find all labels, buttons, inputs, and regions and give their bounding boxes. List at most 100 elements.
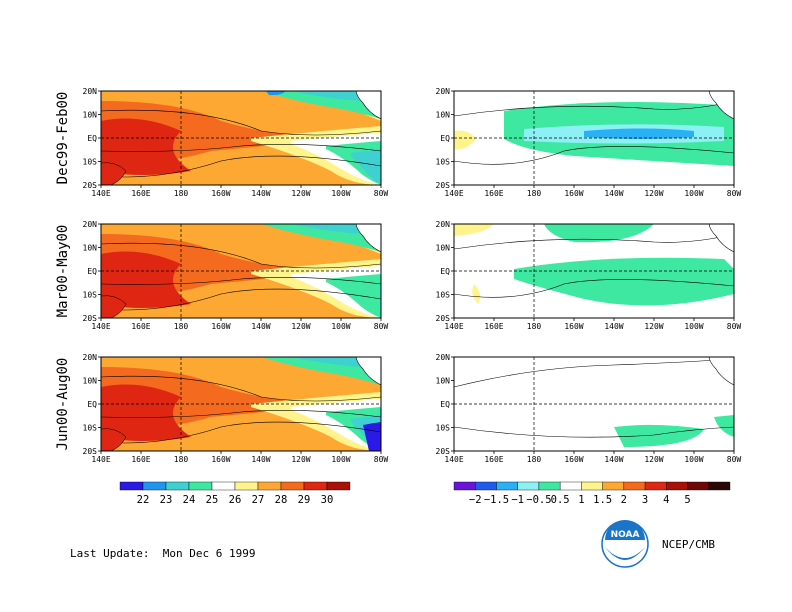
colorbar-swatch: [211, 481, 236, 491]
lat-tick-label: 10N: [83, 244, 98, 253]
season-label: Jun00-Aug00: [55, 358, 71, 451]
lon-tick-label: 120W: [291, 322, 310, 331]
colorbar-swatch: [165, 481, 190, 491]
lat-tick-label: 10S: [83, 158, 98, 167]
lat-tick-label: 20S: [83, 181, 98, 190]
lon-tick-label: 120W: [644, 455, 663, 464]
lon-tick-label: 100W: [331, 322, 350, 331]
lon-tick-label: 160W: [564, 455, 583, 464]
colorbar-swatch: [303, 481, 328, 491]
lat-tick-label: 20S: [436, 314, 451, 323]
lon-tick-label: 140E: [91, 322, 110, 331]
lon-tick-label: 100W: [684, 322, 703, 331]
colorbar-swatch: [517, 481, 540, 491]
lon-tick-label: 80W: [374, 189, 389, 198]
colorbar-swatch: [188, 481, 213, 491]
lat-tick-label: 10N: [436, 244, 451, 253]
lon-tick-label: 80W: [727, 322, 742, 331]
colorbar-swatch: [280, 481, 305, 491]
colorbar-swatch: [234, 481, 259, 491]
season-label: Dec99-Feb00: [55, 92, 71, 185]
lat-tick-label: 20N: [436, 220, 451, 229]
lat-tick-label: 20N: [436, 87, 451, 96]
lat-tick-label: 20N: [83, 353, 98, 362]
lat-tick-label: 10S: [436, 291, 451, 300]
colorbar-label: 5: [684, 494, 690, 506]
lat-tick-label: EQ: [440, 134, 450, 143]
lon-tick-label: 180: [174, 322, 189, 331]
last-update-date: Mon Dec 6 1999: [162, 547, 256, 560]
lon-tick-label: 140E: [444, 455, 463, 464]
colorbar-label: 3: [642, 494, 648, 506]
lat-tick-label: EQ: [87, 267, 97, 276]
lat-tick-label: 20S: [436, 181, 451, 190]
lon-tick-label: 180: [527, 189, 542, 198]
lat-tick-label: 10N: [83, 377, 98, 386]
lat-tick-label: 20S: [83, 447, 98, 456]
lon-tick-label: 160W: [564, 322, 583, 331]
lon-tick-label: 120W: [291, 455, 310, 464]
colorbar-label: −0.5: [526, 494, 551, 506]
lat-tick-label: 20N: [83, 87, 98, 96]
svg-text:NOAA: NOAA: [611, 530, 640, 540]
lat-tick-label: EQ: [87, 134, 97, 143]
colorbar-swatch: [687, 481, 709, 491]
sst-colorbar: 22 23 24 25 26 27 28 29 30: [119, 481, 351, 506]
lon-tick-label: 140E: [91, 189, 110, 198]
colorbar-label: 0.5: [551, 494, 570, 506]
agency-label: NCEP/CMB: [662, 538, 715, 551]
colorbar-swatch: [666, 481, 688, 491]
colorbar-label: 22: [137, 494, 150, 506]
lon-tick-label: 120W: [644, 189, 663, 198]
lon-tick-label: 160E: [131, 322, 150, 331]
lon-tick-label: 160W: [211, 189, 230, 198]
lon-tick-label: 100W: [331, 455, 350, 464]
lon-tick-label: 180: [174, 189, 189, 198]
lat-tick-label: 10S: [83, 291, 98, 300]
lon-tick-label: 140W: [604, 189, 623, 198]
last-update-label: Last Update:: [70, 547, 150, 560]
colorbar-swatch: [559, 481, 582, 491]
anomaly-colorbar: −2 −1.5 −1 −0.5 0.5 1 1.5 2 3 4 5: [453, 481, 731, 506]
lat-tick-label: 20S: [83, 314, 98, 323]
colorbar-label: 1.5: [593, 494, 612, 506]
colorbar-swatch: [496, 481, 518, 491]
colorbar-label: −1.5: [484, 494, 509, 506]
colorbar-label: 30: [321, 494, 334, 506]
lon-tick-label: 140E: [91, 455, 110, 464]
lon-tick-label: 80W: [727, 455, 742, 464]
colorbar-swatch: [326, 481, 351, 491]
colorbar-swatch: [257, 481, 282, 491]
lon-tick-label: 160E: [484, 455, 503, 464]
colorbar-swatch: [644, 481, 667, 491]
colorbar-label: 24: [183, 494, 196, 506]
noaa-logo: NOAA: [601, 520, 649, 568]
colorbar-swatch: [142, 481, 167, 491]
lon-tick-label: 100W: [684, 189, 703, 198]
lon-tick-label: 120W: [644, 322, 663, 331]
lon-tick-label: 160E: [484, 322, 503, 331]
colorbar-label: 28: [275, 494, 288, 506]
lon-tick-label: 180: [527, 455, 542, 464]
lat-tick-label: 20N: [83, 220, 98, 229]
colorbar-swatch: [602, 481, 625, 491]
lon-tick-label: 160E: [484, 189, 503, 198]
colorbar-swatch: [119, 481, 144, 491]
lon-tick-label: 80W: [727, 189, 742, 198]
colorbar-swatch: [708, 481, 731, 491]
lat-tick-label: 20S: [436, 447, 451, 456]
lon-tick-label: 140W: [251, 322, 270, 331]
lat-tick-label: 20N: [436, 353, 451, 362]
colorbar-label: 1: [578, 494, 584, 506]
lat-tick-label: 10N: [436, 377, 451, 386]
lon-tick-label: 180: [527, 322, 542, 331]
lon-tick-label: 140E: [444, 322, 463, 331]
lat-tick-label: 10S: [436, 158, 451, 167]
lat-tick-label: EQ: [440, 400, 450, 409]
colorbar-label: −1: [511, 494, 524, 506]
lon-tick-label: 140W: [604, 322, 623, 331]
